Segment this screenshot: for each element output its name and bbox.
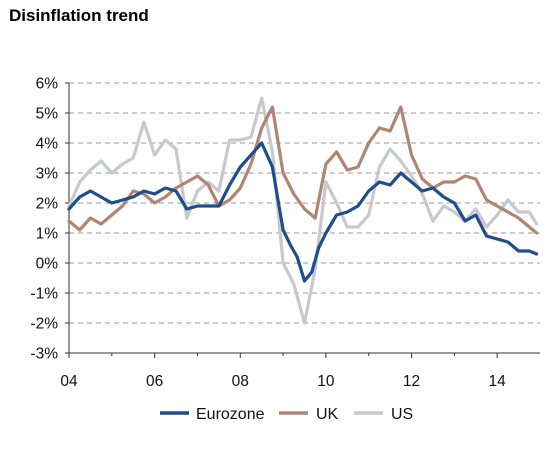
x-tick-label: 14 [489, 373, 507, 390]
y-tick-label: 0% [36, 256, 59, 273]
y-tick-label: 3% [36, 166, 59, 183]
y-tick-label: 2% [36, 196, 59, 213]
y-tick-label: 1% [36, 226, 59, 243]
x-tick-label: 12 [403, 373, 420, 390]
y-tick-label: -3% [30, 346, 58, 363]
x-tick-label: 04 [60, 373, 78, 390]
axes [65, 82, 540, 358]
gridlines [69, 82, 540, 324]
series-line-uk [67, 105, 539, 235]
x-axis-tick-labels: 04 06 08 10 12 14 [60, 373, 506, 390]
legend-label-us: US [391, 406, 413, 423]
series-lines [67, 96, 539, 325]
y-tick-label: 4% [36, 136, 59, 153]
x-tick-label: 06 [146, 373, 163, 390]
series-line-eurozone [67, 141, 539, 283]
legend-label-eurozone: Eurozone [196, 406, 265, 423]
y-tick-label: -2% [30, 316, 58, 333]
chart-title: Disinflation trend [9, 6, 149, 25]
x-tick-label: 10 [317, 373, 335, 390]
y-axis-tick-labels: 6% 5% 4% 3% 2% 1% 0% -1% -2% -3% [30, 76, 58, 363]
y-tick-label: -1% [30, 286, 58, 303]
y-tick-label: 6% [36, 76, 59, 93]
legend-label-uk: UK [316, 406, 339, 423]
series-line-us [67, 96, 539, 325]
y-tick-label: 5% [36, 106, 59, 123]
x-tick-label: 08 [232, 373, 249, 390]
legend: Eurozone UK US [160, 406, 413, 423]
